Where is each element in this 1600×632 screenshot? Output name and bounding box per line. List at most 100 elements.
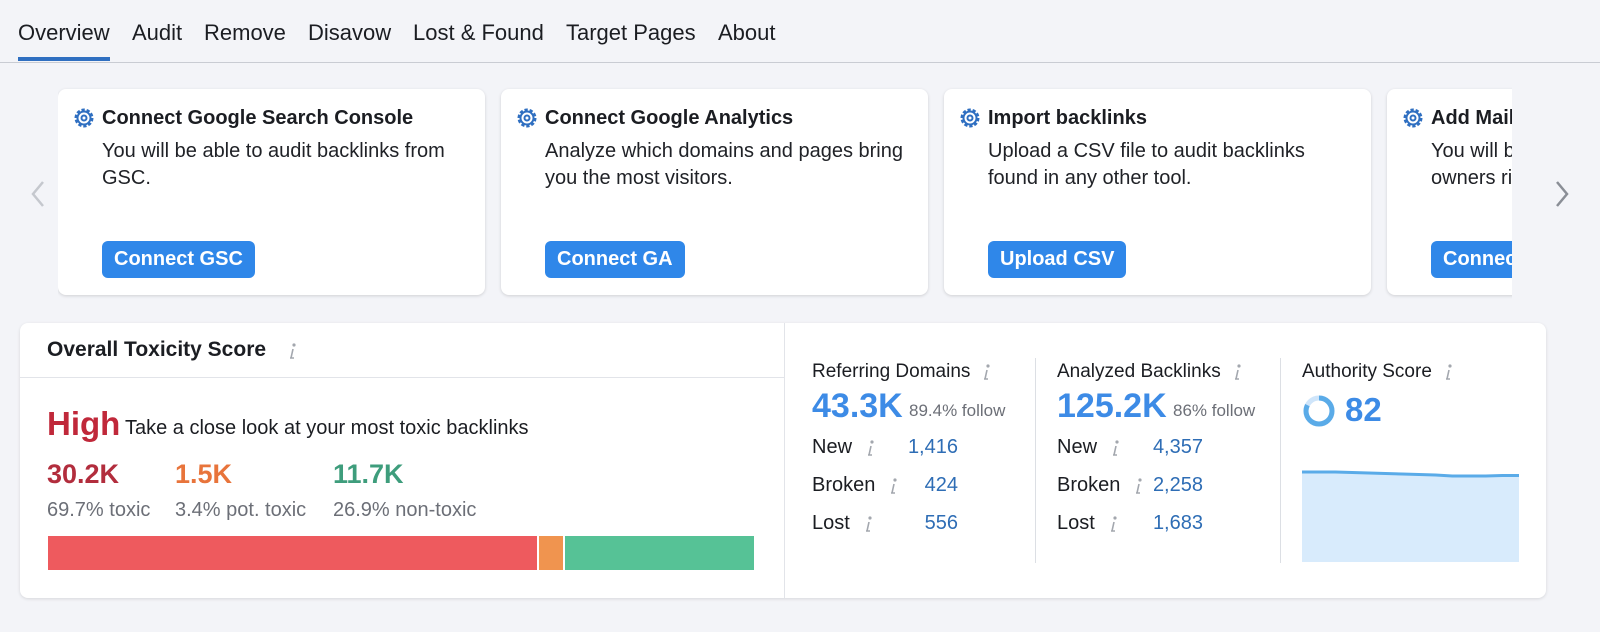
info-dot bbox=[870, 440, 874, 444]
authority-title: Authority Score bbox=[1302, 361, 1432, 382]
gear-body bbox=[76, 110, 92, 126]
info-icon bbox=[1111, 516, 1117, 532]
tab[interactable]: Disavow bbox=[308, 20, 392, 45]
info-dot bbox=[868, 516, 872, 520]
gear-icon bbox=[517, 108, 537, 128]
info-stem bbox=[1111, 521, 1115, 532]
gear-hole bbox=[966, 114, 974, 122]
info-stem bbox=[891, 483, 895, 494]
info-stem bbox=[984, 369, 988, 380]
authority-trend bbox=[1302, 470, 1519, 562]
card-text: Analyze which domains and pages bring yo… bbox=[545, 140, 903, 189]
metric-row-label: New bbox=[812, 436, 853, 458]
metric-row-label: Broken bbox=[1057, 474, 1121, 496]
toxicity-count: 11.7K bbox=[333, 459, 404, 489]
info-icon bbox=[1136, 478, 1142, 494]
gear-ring bbox=[74, 108, 94, 128]
card: Connect Google Search Console You will be… bbox=[58, 89, 485, 295]
toxicity-segment bbox=[48, 536, 538, 570]
info-icon bbox=[1446, 364, 1452, 380]
info-icon bbox=[891, 478, 897, 494]
tab[interactable]: Target Pages bbox=[566, 20, 696, 45]
card-button[interactable]: Connec bbox=[1431, 241, 1512, 278]
card: Add Mail You will b owners ri Connec bbox=[1387, 89, 1512, 295]
metric-row-label: New bbox=[1057, 436, 1098, 458]
tab[interactable]: Lost & Found bbox=[413, 20, 544, 45]
info-dot bbox=[1113, 516, 1117, 520]
trend-line bbox=[1302, 470, 1519, 478]
info-icon bbox=[984, 364, 990, 380]
info-stem bbox=[1136, 483, 1140, 494]
info-dot bbox=[986, 364, 990, 368]
metric-follow: 89.4% follow bbox=[909, 401, 1006, 420]
gear-icon bbox=[960, 108, 980, 128]
card: Import backlinks Upload a CSV file to aud… bbox=[944, 89, 1371, 295]
info-dot bbox=[893, 478, 897, 482]
prev-arrow[interactable] bbox=[28, 180, 48, 208]
tab[interactable]: About bbox=[718, 20, 776, 45]
card-button[interactable]: Connect GA bbox=[545, 241, 685, 278]
authority-score: 82 bbox=[1345, 391, 1382, 428]
gear-body bbox=[962, 110, 978, 126]
metric-title: Analyzed Backlinks bbox=[1057, 361, 1221, 382]
toxicity-share: 69.7% toxic bbox=[47, 499, 151, 521]
card-button[interactable]: Upload CSV bbox=[988, 241, 1127, 278]
metric-row-value[interactable]: 2,258 bbox=[1152, 474, 1203, 496]
gear-ring bbox=[960, 108, 980, 128]
gear-body bbox=[1405, 110, 1421, 126]
card-title: Connect Google Analytics bbox=[545, 107, 794, 129]
metric-row-value[interactable]: 424 bbox=[924, 474, 958, 496]
card-text: You will b owners ri bbox=[1431, 140, 1512, 189]
card-button[interactable]: Connect GSC bbox=[102, 241, 255, 278]
carousel: Connect Google Search Console You will be… bbox=[0, 80, 1600, 305]
info-stem bbox=[868, 445, 872, 456]
tab-bar: Overview Audit Remove Disavow Lost & Found Ta… bbox=[0, 0, 1600, 63]
info-stem bbox=[290, 348, 294, 359]
toxicity-segment bbox=[565, 536, 755, 570]
metric-row-value[interactable]: 1,416 bbox=[907, 436, 958, 458]
card-title: Add Mail bbox=[1431, 107, 1512, 129]
active-tab-underline bbox=[18, 57, 110, 61]
column-divider bbox=[1035, 358, 1036, 563]
card-viewport: Connect Google Search Console You will be… bbox=[58, 80, 1512, 305]
toxicity-bar bbox=[48, 536, 755, 570]
info-stem bbox=[866, 521, 870, 532]
panel-divider bbox=[784, 323, 785, 598]
toxicity-count: 30.2K bbox=[47, 459, 120, 489]
info-stem bbox=[1235, 369, 1239, 380]
column-divider bbox=[1280, 358, 1281, 563]
gear-ring bbox=[517, 108, 537, 128]
metric-row-label: Broken bbox=[812, 474, 876, 496]
metric-row-label: Lost bbox=[812, 512, 850, 534]
metric-row-label: Lost bbox=[1057, 512, 1095, 534]
toxicity-share: 26.9% non-toxic bbox=[333, 499, 477, 521]
metric-row-value[interactable]: 4,357 bbox=[1152, 436, 1203, 458]
ring-value bbox=[1303, 395, 1335, 427]
info-icon bbox=[868, 440, 874, 456]
toxicity-share: 3.4% pot. toxic bbox=[175, 499, 307, 521]
authority-ring bbox=[1303, 395, 1335, 427]
info-dot bbox=[1448, 364, 1452, 368]
toxicity-count: 1.5K bbox=[175, 459, 233, 489]
metric-row-value[interactable]: 1,683 bbox=[1152, 512, 1203, 534]
next-arrow[interactable] bbox=[1552, 180, 1572, 208]
info-icon bbox=[1113, 440, 1119, 456]
tab[interactable]: Audit bbox=[132, 20, 183, 45]
header-divider bbox=[20, 377, 784, 378]
metric-total: 125.2K bbox=[1057, 387, 1167, 425]
card: Connect Google Analytics Analyze which do… bbox=[501, 89, 928, 295]
gear-hole bbox=[80, 114, 88, 122]
trend-area bbox=[1302, 472, 1519, 562]
gear-body bbox=[519, 110, 535, 126]
tab[interactable]: Overview bbox=[18, 20, 110, 45]
metric-row-value[interactable]: 556 bbox=[924, 512, 958, 534]
toxicity-title: Overall Toxicity Score bbox=[47, 338, 267, 361]
gear-hole bbox=[1409, 114, 1417, 122]
card-title: Import backlinks bbox=[988, 107, 1147, 129]
info-dot bbox=[1115, 440, 1119, 444]
info-dot bbox=[1138, 478, 1142, 482]
tab[interactable]: Remove bbox=[204, 20, 286, 45]
summary-panel: Overall Toxicity Score High Take a close l… bbox=[20, 323, 1546, 598]
